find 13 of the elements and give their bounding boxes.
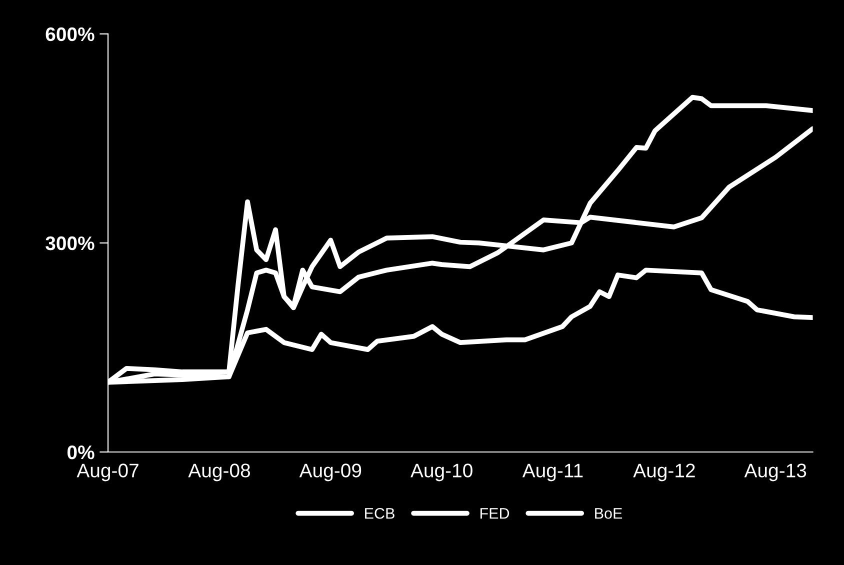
x-tick-label: Aug-10 [410, 464, 472, 482]
x-tick-label: Aug-11 [522, 464, 583, 482]
x-tick-label: Aug-12 [633, 464, 695, 482]
y-tick-label: 300% [46, 236, 94, 250]
x-tick-label: Aug-13 [744, 464, 806, 482]
x-tick-label: Aug-07 [76, 464, 138, 482]
x-tick-label: Aug-08 [188, 464, 250, 482]
legend-label: BoE [595, 508, 622, 519]
y-tick-label: 0% [68, 445, 94, 460]
y-tick-label: 600% [46, 27, 94, 42]
x-tick-label: Aug-09 [299, 464, 362, 482]
legend-label: FED [480, 508, 510, 519]
legend-label: ECB [365, 508, 394, 519]
